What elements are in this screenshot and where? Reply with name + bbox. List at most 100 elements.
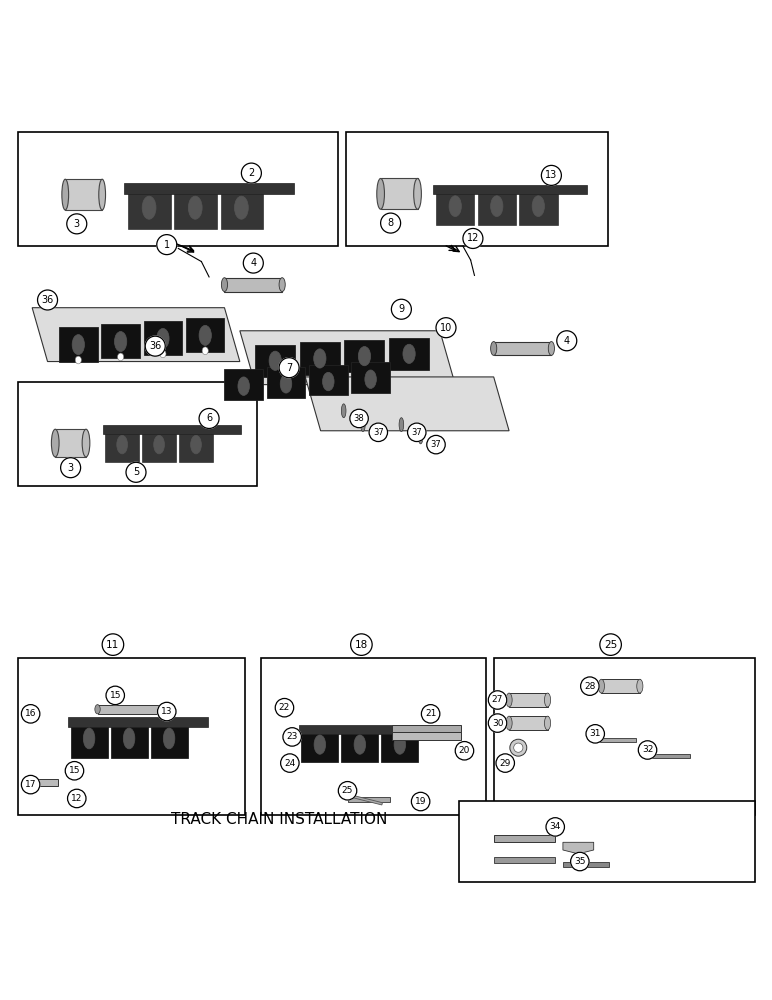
Circle shape: [38, 290, 58, 310]
Text: 18: 18: [355, 640, 368, 650]
Ellipse shape: [99, 179, 106, 210]
Bar: [493, 857, 555, 863]
Circle shape: [276, 698, 293, 717]
Ellipse shape: [83, 728, 95, 749]
Bar: [144, 321, 182, 355]
Bar: [351, 362, 390, 393]
Circle shape: [586, 725, 604, 743]
Bar: [19, 658, 245, 815]
Circle shape: [22, 775, 40, 794]
Text: 36: 36: [42, 295, 54, 305]
Ellipse shape: [95, 705, 100, 714]
Text: 24: 24: [284, 759, 296, 768]
Ellipse shape: [513, 743, 523, 752]
Bar: [262, 658, 486, 815]
Ellipse shape: [377, 178, 384, 209]
Ellipse shape: [365, 370, 377, 388]
Circle shape: [157, 235, 177, 255]
Text: TRACK CHAIN INSTALLATION: TRACK CHAIN INSTALLATION: [171, 812, 387, 827]
Ellipse shape: [491, 196, 503, 217]
Bar: [128, 186, 171, 229]
Bar: [299, 725, 442, 734]
Circle shape: [427, 435, 445, 454]
Bar: [142, 428, 176, 462]
Ellipse shape: [82, 429, 90, 457]
Ellipse shape: [75, 356, 81, 364]
Text: 13: 13: [545, 170, 557, 180]
Circle shape: [102, 634, 124, 655]
Bar: [436, 187, 475, 225]
Circle shape: [571, 852, 589, 871]
Ellipse shape: [532, 196, 544, 217]
Bar: [519, 187, 557, 225]
Ellipse shape: [399, 418, 404, 432]
Text: 34: 34: [550, 822, 561, 831]
Circle shape: [350, 634, 372, 655]
Bar: [300, 342, 340, 375]
Circle shape: [126, 462, 146, 482]
Text: 20: 20: [459, 746, 470, 755]
Bar: [68, 717, 208, 727]
Bar: [509, 716, 547, 730]
Bar: [267, 367, 305, 398]
Ellipse shape: [52, 429, 59, 457]
Bar: [392, 725, 462, 732]
Bar: [225, 278, 282, 292]
Ellipse shape: [280, 375, 292, 393]
Text: 17: 17: [25, 780, 36, 789]
Text: 21: 21: [425, 709, 436, 718]
Ellipse shape: [235, 196, 249, 219]
Ellipse shape: [506, 693, 512, 707]
Text: 30: 30: [492, 719, 503, 728]
Ellipse shape: [548, 342, 554, 355]
Bar: [225, 369, 263, 400]
Text: 11: 11: [107, 640, 120, 650]
Text: 6: 6: [206, 413, 212, 423]
Text: 12: 12: [71, 794, 83, 803]
Text: 3: 3: [68, 463, 73, 473]
Ellipse shape: [160, 350, 166, 358]
Bar: [493, 342, 551, 355]
Text: 15: 15: [110, 691, 121, 700]
Text: 19: 19: [415, 797, 426, 806]
Circle shape: [243, 253, 263, 273]
Text: 36: 36: [149, 341, 161, 351]
Text: 12: 12: [467, 233, 479, 243]
Text: 10: 10: [440, 323, 452, 333]
Circle shape: [391, 299, 411, 319]
Bar: [301, 726, 338, 762]
Text: 2: 2: [249, 168, 255, 178]
Text: 15: 15: [69, 766, 80, 775]
Circle shape: [463, 228, 483, 248]
Bar: [19, 132, 337, 246]
Text: 37: 37: [373, 428, 384, 437]
Bar: [174, 186, 217, 229]
Text: 9: 9: [398, 304, 405, 314]
Ellipse shape: [361, 418, 365, 432]
Text: 25: 25: [342, 786, 354, 795]
Bar: [59, 327, 97, 362]
Ellipse shape: [449, 196, 462, 217]
Bar: [151, 719, 188, 758]
Ellipse shape: [506, 716, 512, 730]
Text: 29: 29: [499, 759, 511, 768]
Circle shape: [408, 423, 426, 442]
Ellipse shape: [199, 325, 212, 345]
Ellipse shape: [238, 377, 249, 395]
Ellipse shape: [544, 693, 550, 707]
FancyArrow shape: [351, 795, 382, 805]
Polygon shape: [563, 842, 594, 854]
Bar: [389, 338, 429, 370]
Ellipse shape: [323, 372, 334, 391]
Bar: [509, 693, 547, 707]
Circle shape: [106, 686, 124, 705]
Bar: [346, 132, 608, 246]
Circle shape: [496, 754, 514, 772]
Bar: [433, 185, 587, 194]
Ellipse shape: [637, 679, 643, 693]
Circle shape: [638, 741, 657, 759]
Ellipse shape: [341, 404, 346, 418]
Ellipse shape: [358, 347, 371, 366]
Ellipse shape: [491, 342, 496, 355]
Bar: [344, 340, 384, 372]
